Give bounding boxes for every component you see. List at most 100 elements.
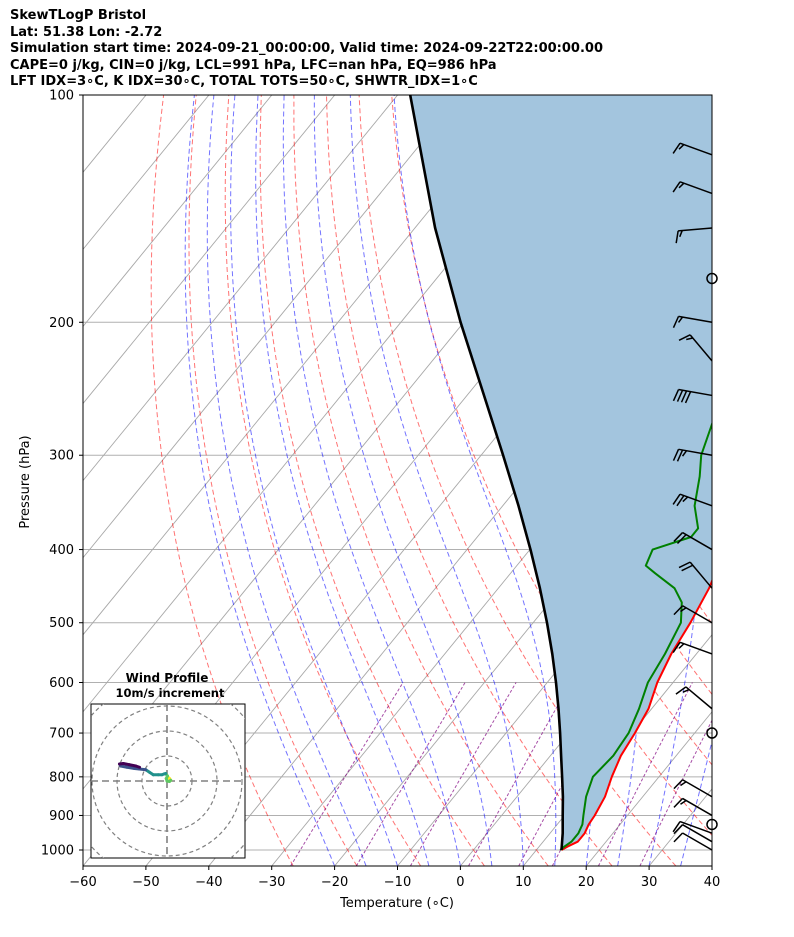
isotherm-line bbox=[83, 95, 461, 559]
wind-barb bbox=[672, 142, 713, 156]
barb-feather bbox=[673, 779, 684, 790]
dry-adiabat bbox=[293, 95, 549, 866]
barb-staff bbox=[689, 561, 713, 589]
mixing-ratio-line bbox=[409, 682, 517, 866]
barb-feather bbox=[678, 561, 691, 569]
x-axis-label: Temperature (∘C) bbox=[339, 896, 454, 911]
sounding-profiles bbox=[408, 95, 712, 851]
wind-barb bbox=[673, 797, 713, 817]
y-tick-label: 900 bbox=[49, 809, 74, 824]
y-tick-label: 700 bbox=[49, 727, 74, 742]
hodograph-title: Wind Profile bbox=[126, 671, 209, 685]
isotherm-line bbox=[83, 95, 524, 636]
mixing-ratio-line bbox=[597, 682, 693, 866]
dry-adiabat bbox=[358, 95, 677, 866]
isotherm-line bbox=[83, 95, 336, 405]
barb-feather bbox=[676, 389, 684, 402]
barb-feather bbox=[672, 641, 681, 654]
barb-feather bbox=[681, 450, 688, 457]
cape-area bbox=[410, 95, 712, 850]
wind-barb bbox=[672, 448, 713, 462]
barb-staff bbox=[682, 832, 713, 851]
barb-staff bbox=[679, 181, 713, 195]
moist-adiabat bbox=[230, 95, 398, 866]
wind-barb bbox=[678, 334, 713, 362]
hodograph-segment bbox=[134, 764, 141, 769]
barb-feather bbox=[680, 390, 688, 403]
barb-feather bbox=[676, 534, 687, 545]
time-text: Simulation start time: 2024-09-21_00:00:… bbox=[10, 41, 603, 57]
barb-feather bbox=[677, 316, 684, 323]
barb-feather bbox=[680, 799, 687, 805]
mixing-ratio-line bbox=[468, 682, 572, 866]
barb-staff bbox=[679, 142, 713, 156]
barb-feather bbox=[678, 334, 691, 341]
barb-feather bbox=[673, 532, 684, 542]
temperature-profile bbox=[561, 578, 712, 851]
y-tick-label: 1000 bbox=[41, 844, 74, 859]
mixing-ratio-line bbox=[355, 682, 466, 866]
wind-barb bbox=[672, 641, 713, 655]
chart-header: SkewTLogP Bristol Lat: 51.38 Lon: -2.72 … bbox=[10, 8, 603, 91]
moist-adiabat bbox=[184, 95, 336, 866]
x-tick-label: −50 bbox=[132, 875, 159, 890]
y-tick-label: 500 bbox=[49, 616, 74, 631]
y-tick-label: 600 bbox=[49, 676, 74, 691]
barb-staff bbox=[685, 686, 713, 710]
calm-wind-circle bbox=[706, 727, 718, 739]
y-tick-label: 400 bbox=[49, 543, 74, 558]
wind-barb bbox=[678, 561, 713, 589]
barb-staff bbox=[689, 334, 713, 362]
barb-staff bbox=[678, 388, 713, 397]
isotherm-line bbox=[83, 95, 273, 328]
barb-feather bbox=[672, 389, 680, 402]
y-tick-label: 800 bbox=[49, 770, 74, 785]
chart-title: SkewTLogP Bristol bbox=[10, 8, 147, 23]
wind-barb bbox=[675, 227, 713, 244]
y-tick-label: 300 bbox=[49, 449, 74, 464]
barb-staff bbox=[682, 605, 713, 624]
barb-staff bbox=[682, 824, 713, 843]
barb-feather bbox=[672, 493, 681, 505]
barb-staff bbox=[679, 641, 713, 655]
barb-staff bbox=[682, 797, 713, 817]
x-tick-label: 20 bbox=[578, 875, 595, 890]
x-tick-label: −30 bbox=[258, 875, 285, 890]
dry-adiabat bbox=[224, 95, 422, 866]
calm-wind-circle bbox=[706, 272, 718, 285]
isotherm-line bbox=[711, 865, 712, 866]
moist-adiabat bbox=[255, 95, 430, 866]
barb-feather bbox=[673, 605, 684, 616]
chart-axes: −60 −50 −40 −30 −20 −10 0 10 20 30 40 100 200 300 400 5… bbox=[41, 89, 720, 891]
parcel-profile bbox=[408, 95, 565, 851]
dry-adiabat bbox=[750, 95, 794, 866]
barb-feather bbox=[678, 643, 685, 649]
barb-feather bbox=[679, 230, 683, 238]
barb-feather bbox=[672, 821, 681, 833]
x-tick-label: −20 bbox=[321, 875, 348, 890]
x-tick-label: −60 bbox=[69, 875, 96, 890]
y-tick-label: 200 bbox=[49, 316, 74, 331]
mixing-ratio-line bbox=[290, 682, 404, 866]
barb-feather bbox=[676, 495, 685, 507]
barb-feather bbox=[675, 230, 679, 244]
wind-barb bbox=[672, 181, 713, 195]
x-tick-label: 0 bbox=[456, 875, 464, 890]
dry-adiabat bbox=[259, 95, 485, 866]
wind-barbs bbox=[672, 142, 718, 851]
dry-adiabat bbox=[783, 95, 794, 866]
barb-staff bbox=[682, 779, 713, 798]
indices-text-1: CAPE=0 j/kg, CIN=0 j/kg, LCL=991 hPa, LF… bbox=[10, 57, 497, 73]
hodograph-subtitle: 10m/s increment bbox=[116, 686, 225, 700]
barb-feather bbox=[675, 686, 687, 695]
barb-feather bbox=[680, 607, 687, 613]
moist-adiabat bbox=[206, 95, 367, 866]
x-tick-label: 30 bbox=[641, 875, 658, 890]
x-tick-label: −40 bbox=[195, 875, 222, 890]
barb-feather bbox=[673, 832, 684, 843]
barb-feather bbox=[680, 781, 687, 787]
moist-adiabat bbox=[349, 95, 524, 866]
dry-adiabat bbox=[718, 95, 794, 866]
barb-feather bbox=[678, 182, 685, 189]
